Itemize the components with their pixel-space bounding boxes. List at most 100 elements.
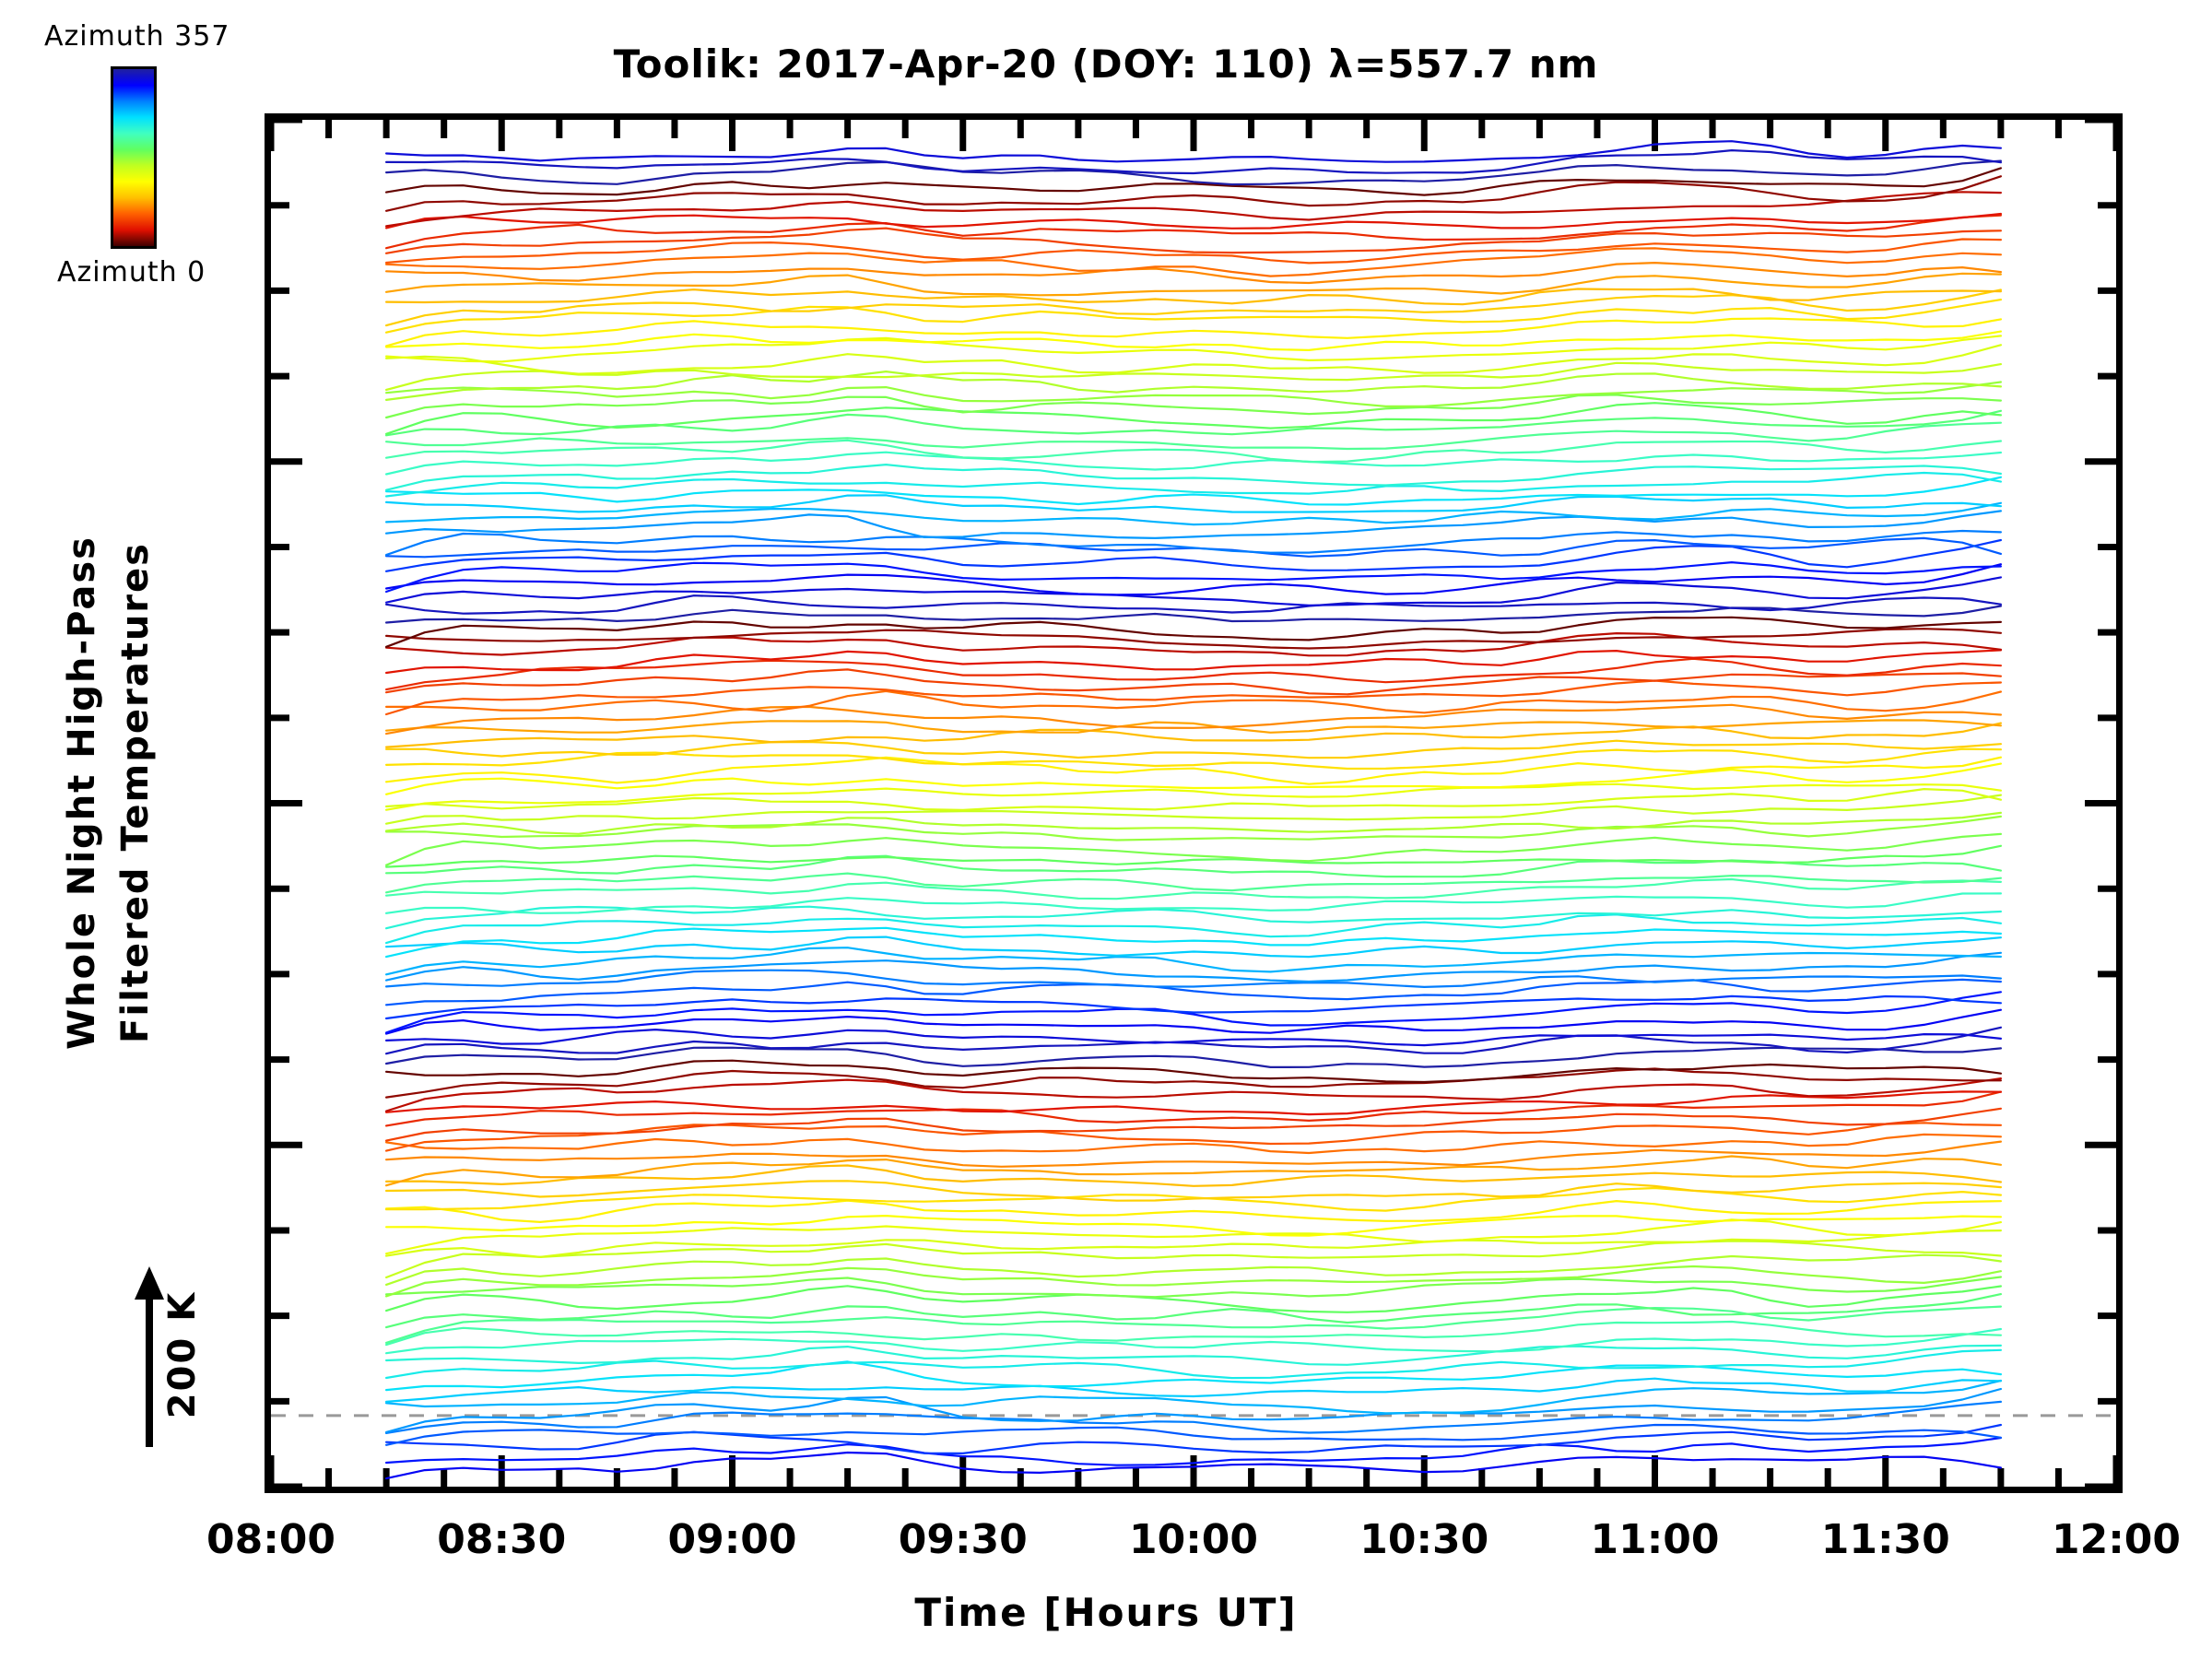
data-trace (385, 1107, 2002, 1142)
x-axis-title: Time [Hours UT] (914, 1590, 1298, 1635)
data-trace (385, 1379, 2002, 1415)
x-tick-label: 09:00 (667, 1516, 797, 1563)
data-trace (385, 1215, 2002, 1237)
data-trace (385, 409, 2002, 437)
chart-title: Toolik: 2017-Apr-20 (DOY: 110) λ=557.7 n… (613, 41, 1599, 87)
data-trace (385, 576, 2002, 606)
data-trace (385, 510, 2002, 539)
x-tick-label: 09:30 (898, 1516, 1028, 1563)
data-trace (385, 317, 2002, 347)
y-axis-title-line1: Whole Night High-Pass (61, 535, 103, 1050)
data-trace (385, 1199, 2002, 1223)
data-trace (385, 1240, 2002, 1279)
data-trace (385, 794, 2002, 825)
data-trace (385, 991, 2002, 1034)
data-trace (385, 214, 2002, 250)
data-trace (385, 632, 2002, 657)
data-trace (385, 330, 2002, 351)
data-trace (385, 140, 2002, 163)
data-trace (385, 471, 2002, 498)
data-trace (385, 832, 2002, 866)
data-trace (385, 227, 2002, 254)
x-tick-label: 12:00 (2051, 1516, 2182, 1563)
plot-canvas (271, 120, 2116, 1487)
data-trace (385, 262, 2002, 285)
data-trace (385, 1265, 2002, 1298)
data-trace (385, 1218, 2002, 1255)
data-trace (385, 212, 2002, 229)
data-trace (385, 1029, 2002, 1047)
scale-bar: 200 K (129, 1263, 249, 1447)
x-axis-tick-labels: 08:00 08:30 09:00 09:30 10:00 10:30 11:00 11:30… (206, 1516, 2181, 1571)
data-trace (385, 811, 2002, 835)
data-trace (385, 1090, 2002, 1116)
data-trace (385, 439, 2002, 464)
data-trace (385, 1305, 2002, 1344)
data-trace (385, 1253, 2002, 1286)
x-tick-label: 10:00 (1128, 1516, 1259, 1563)
data-trace (385, 371, 2002, 401)
up-arrow-icon (135, 1266, 164, 1447)
scale-bar-label: 200 K (161, 1290, 204, 1419)
colorbar-min-label: Azimuth 0 (57, 256, 206, 288)
data-trace (385, 561, 2002, 594)
data-trace (385, 476, 2002, 506)
data-trace (385, 1348, 2002, 1380)
data-trace (385, 1344, 2002, 1366)
data-trace (385, 1230, 2002, 1258)
data-trace (385, 1026, 2002, 1055)
data-trace (385, 1186, 2002, 1212)
data-trace (385, 1276, 2002, 1299)
data-trace (385, 381, 2002, 407)
data-trace (385, 299, 2002, 334)
colorbar-max-label: Azimuth 357 (44, 20, 230, 53)
data-trace (385, 1400, 2002, 1434)
data-trace (385, 668, 2002, 696)
data-trace (385, 689, 2002, 714)
data-trace (385, 335, 2002, 363)
data-trace (385, 272, 2002, 297)
data-trace (385, 1436, 2002, 1466)
data-trace (385, 1090, 2002, 1127)
colorbar-gradient (111, 66, 157, 249)
data-trace (385, 1285, 2002, 1313)
data-trace (385, 892, 2002, 914)
data-trace (385, 872, 2002, 894)
data-trace (385, 1180, 2002, 1202)
x-tick-label: 08:00 (206, 1516, 336, 1563)
data-trace (385, 238, 2002, 265)
plot-area (265, 113, 2123, 1493)
data-trace (385, 1423, 2002, 1454)
data-trace (385, 288, 2002, 327)
data-trace (385, 1423, 2002, 1446)
azimuth-colorbar-legend: Azimuth 357 Azimuth 0 (0, 0, 276, 288)
data-trace (385, 739, 2002, 759)
y-axis-title-line2: Filtered Temperatures (114, 542, 157, 1043)
data-trace (385, 1008, 2002, 1035)
data-trace (385, 719, 2002, 734)
data-trace (385, 722, 2002, 748)
data-trace (385, 149, 2002, 175)
data-trace (385, 756, 2002, 785)
data-trace (385, 788, 2002, 811)
data-trace (385, 935, 2002, 959)
data-trace (385, 1293, 2002, 1329)
data-trace (385, 679, 2002, 716)
data-trace (385, 1155, 2002, 1187)
data-trace (385, 159, 2002, 186)
axis-ticks (271, 120, 2116, 1487)
data-trace (385, 1133, 2002, 1155)
data-trace (385, 344, 2002, 375)
data-trace (385, 905, 2002, 930)
data-trace (385, 1046, 2002, 1068)
data-trace (385, 451, 2002, 476)
data-trace (385, 1327, 2002, 1355)
data-trace (385, 926, 2002, 959)
trace-group (385, 140, 2002, 1480)
data-trace (385, 501, 2002, 526)
data-trace (385, 394, 2002, 419)
data-trace (385, 913, 2002, 945)
data-trace (385, 1451, 2002, 1480)
x-tick-label: 10:30 (1359, 1516, 1489, 1563)
data-trace (385, 167, 2002, 196)
